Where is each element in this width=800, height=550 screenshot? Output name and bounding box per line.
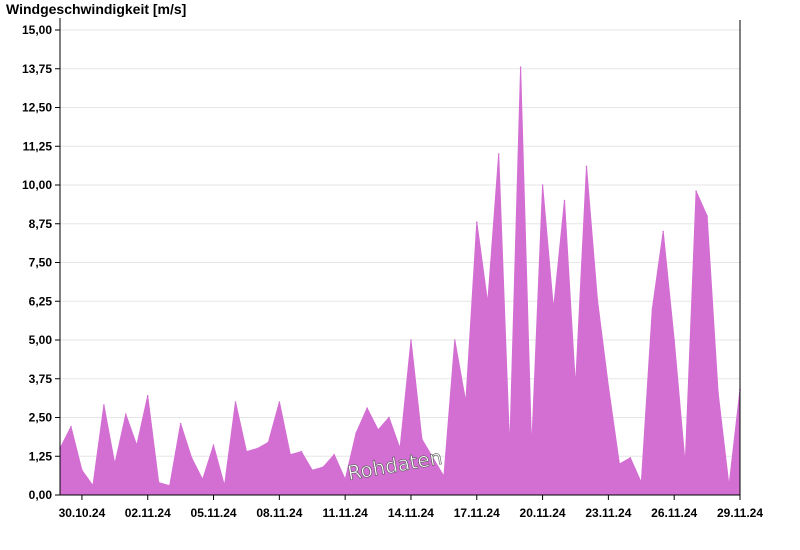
data-point [410, 339, 412, 341]
data-point [421, 438, 423, 441]
data-point [114, 463, 116, 465]
data-point [486, 302, 489, 304]
x-tick-label: 23.11.24 [585, 506, 631, 520]
data-point [388, 416, 390, 419]
data-point [278, 401, 281, 403]
axes [59, 18, 741, 496]
data-point [574, 385, 577, 388]
data-point [541, 184, 544, 186]
y-tick-label: 11,25 [23, 139, 53, 153]
wind-speed-area [59, 67, 741, 496]
y-tick-label: 6,25 [29, 294, 53, 308]
data-point [333, 453, 336, 456]
y-tick-label: 15,00 [22, 23, 52, 37]
data-point [607, 385, 610, 388]
data-point [618, 463, 621, 465]
data-point [70, 426, 72, 428]
data-point [190, 457, 193, 459]
data-point [81, 469, 83, 472]
y-axis-title: Windgeschwindigkeit [m/s] [6, 1, 186, 17]
data-point [476, 221, 478, 223]
data-point [432, 457, 434, 459]
data-point [640, 481, 643, 484]
data-point [585, 165, 588, 168]
data-point [146, 395, 149, 397]
data-point [256, 447, 259, 450]
x-tick-label: 08.11.24 [256, 506, 302, 520]
data-point [684, 463, 686, 465]
data-point [234, 401, 237, 403]
data-point [300, 450, 303, 453]
y-tick-label: 1,25 [29, 449, 53, 463]
data-point [629, 457, 632, 459]
data-point [212, 444, 215, 447]
data-point [322, 466, 325, 468]
y-tick-label: 0,00 [29, 488, 53, 502]
data-point [717, 391, 719, 394]
y-tick-label: 13,75 [22, 62, 52, 76]
x-tick-label: 14.11.24 [388, 506, 434, 520]
data-point [399, 447, 401, 450]
x-tick-label: 20.11.24 [520, 506, 566, 520]
x-tick-label: 11.11.24 [322, 506, 368, 520]
data-point [223, 484, 226, 487]
data-point [267, 441, 270, 444]
data-point [168, 484, 171, 487]
data-point [366, 407, 368, 410]
data-point [728, 484, 730, 487]
y-tick-label: 3,75 [29, 372, 53, 386]
data-point [454, 339, 456, 341]
data-point [673, 339, 675, 341]
data-point [311, 469, 314, 472]
data-point [355, 432, 357, 434]
data-point [465, 401, 467, 403]
y-tick-label: 8,75 [29, 217, 53, 231]
y-tick-label: 5,00 [29, 333, 53, 347]
data-point [519, 66, 522, 68]
data-point [596, 298, 599, 301]
x-tick-label: 29.11.24 [717, 506, 763, 520]
data-point [530, 447, 533, 450]
data-point [136, 444, 138, 447]
data-point [695, 190, 697, 192]
y-tick-label: 10,00 [22, 178, 52, 192]
data-point [103, 404, 105, 406]
data-point [289, 453, 292, 456]
gridlines [60, 29, 740, 457]
x-tick-label: 05.11.24 [191, 506, 237, 520]
data-point [344, 478, 347, 481]
x-tick-label: 17.11.24 [454, 506, 500, 520]
data-point [157, 481, 160, 484]
x-ticks: 30.10.24 02.11.24 05.11.24 08.11.24 11.11.24… [59, 495, 763, 520]
y-tick-label: 7,50 [29, 256, 53, 270]
data-point [377, 429, 379, 431]
data-point [508, 447, 511, 450]
data-series [59, 66, 741, 496]
y-tick-label: 2,50 [29, 411, 53, 425]
data-point [201, 478, 204, 481]
y-ticks: 0,00 1,25 2,50 3,75 5,00 6,25 7,50 8,75 10,00 11,… [22, 23, 60, 502]
data-point [497, 153, 500, 155]
data-point [179, 422, 182, 425]
data-point [651, 308, 654, 310]
data-point [563, 199, 566, 202]
y-tick-label: 12,50 [22, 101, 52, 115]
data-point [443, 475, 445, 478]
data-point [92, 484, 94, 487]
data-point [125, 413, 127, 416]
x-tick-label: 26.11.24 [651, 506, 697, 520]
data-point [706, 215, 708, 217]
data-point [552, 308, 555, 310]
data-point [245, 450, 248, 453]
data-point [662, 230, 664, 233]
x-tick-label: 30.10.24 [59, 506, 106, 520]
x-tick-label: 02.11.24 [125, 506, 171, 520]
